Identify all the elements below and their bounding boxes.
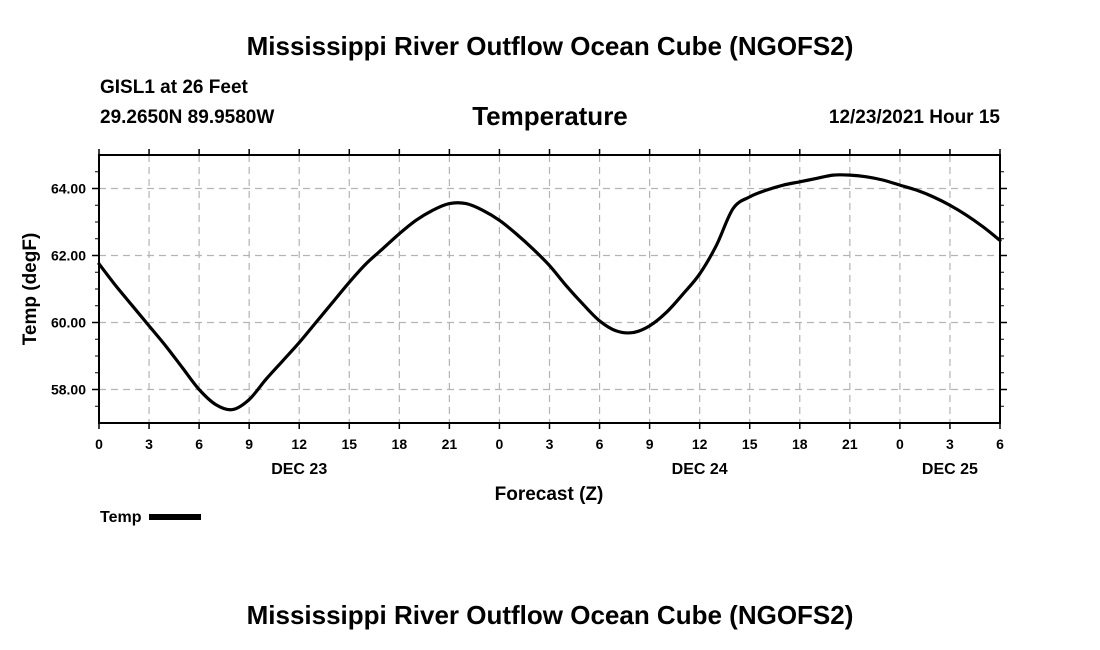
- x-tick-label: 3: [946, 436, 954, 452]
- y-tick-label: 64.00: [51, 181, 86, 197]
- legend: Temp: [100, 509, 202, 527]
- y-tick-label: 62.00: [51, 248, 86, 264]
- main-title: Mississippi River Outflow Ocean Cube (NG…: [246, 31, 854, 61]
- date-label: DEC 25: [922, 461, 978, 478]
- x-axis-title: Forecast (Z): [495, 484, 604, 505]
- x-tick-label: 6: [996, 436, 1004, 452]
- x-tick-label: 15: [341, 436, 357, 452]
- grid-layer: [99, 155, 1000, 423]
- x-tick-label: 12: [291, 436, 307, 452]
- chart-title: Temperature: [472, 101, 628, 131]
- y-tick-label: 60.00: [51, 315, 86, 331]
- x-tick-label: 3: [546, 436, 554, 452]
- x-tick-label: 18: [792, 436, 808, 452]
- x-tick-label: 0: [496, 436, 504, 452]
- x-tick-label: 15: [742, 436, 758, 452]
- forecast-datetime: 12/23/2021 Hour 15: [828, 107, 1000, 128]
- station-name: GISL1 at 26 Feet: [100, 77, 248, 98]
- series-layer: [97, 173, 1002, 412]
- label-layer: 0 3 6 9 12 15 18 21 0 3 6 9 12 15 18 21 0 3 6 58.00 60.00 62.…: [51, 181, 1004, 479]
- date-label: DEC 24: [672, 461, 728, 478]
- x-tick-label: 12: [692, 436, 708, 452]
- series-line-temp: [97, 173, 1002, 412]
- station-coordinates: 29.2650N 89.9580W: [100, 107, 275, 128]
- y-tick-label: 58.00: [51, 382, 86, 398]
- tick-layer: [92, 149, 1007, 429]
- x-tick-label: 18: [392, 436, 408, 452]
- footer-title: Mississippi River Outflow Ocean Cube (NG…: [246, 600, 854, 630]
- x-tick-label: 21: [442, 436, 458, 452]
- x-tick-label: 6: [195, 436, 203, 452]
- x-tick-label: 3: [145, 436, 153, 452]
- x-tick-label: 9: [646, 436, 654, 452]
- x-tick-label: 9: [245, 436, 253, 452]
- legend-label: Temp: [100, 509, 142, 526]
- x-tick-label: 6: [596, 436, 604, 452]
- legend-line-swatch: [149, 513, 202, 520]
- x-tick-label: 0: [896, 436, 904, 452]
- x-tick-label: 0: [95, 436, 103, 452]
- date-label: DEC 23: [271, 461, 327, 478]
- x-tick-label: 21: [842, 436, 858, 452]
- y-axis-title: Temp (degF): [20, 233, 41, 346]
